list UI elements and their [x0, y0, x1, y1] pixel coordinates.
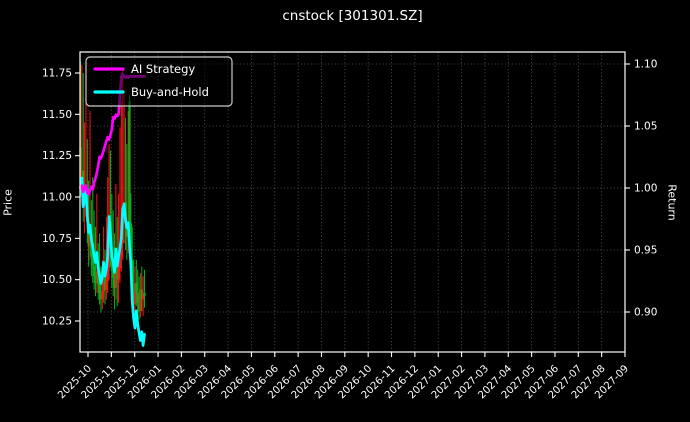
- candle-body: [102, 274, 105, 292]
- candle-body: [94, 276, 97, 283]
- left-tick-label: 11.75: [42, 68, 72, 80]
- left-tick-label: 10.50: [42, 274, 72, 286]
- candle-body: [137, 302, 141, 312]
- candle-body: [113, 278, 116, 288]
- right-tick-label: 1.10: [634, 59, 657, 71]
- candle-body: [101, 291, 104, 300]
- left-tick-label: 11.25: [42, 150, 72, 162]
- candle-body: [116, 259, 119, 280]
- candle-body: [106, 268, 109, 282]
- legend-label: AI Strategy: [131, 62, 195, 76]
- right-tick-label: 1.05: [634, 121, 657, 133]
- candle-body: [93, 266, 96, 277]
- candle-body: [88, 235, 92, 247]
- legend-label: Buy-and-Hold: [131, 85, 209, 99]
- candle-body: [139, 289, 142, 312]
- plot-border: [79, 51, 626, 353]
- candle-body: [114, 259, 118, 288]
- right-tick-label: 1.00: [634, 183, 657, 195]
- candle-body: [140, 289, 143, 300]
- chart-title: cnstock [301301.SZ]: [282, 8, 423, 24]
- candle-body: [120, 243, 123, 257]
- candle-body: [97, 271, 100, 285]
- candle-body: [143, 292, 146, 297]
- candle-body: [142, 292, 145, 300]
- candle-body: [135, 282, 138, 293]
- candle-body: [103, 274, 107, 290]
- candle-body: [128, 101, 131, 224]
- candle-body: [98, 284, 101, 293]
- candle-body: [95, 271, 98, 283]
- candle-body: [129, 223, 132, 260]
- right-tick-label: 0.95: [634, 245, 657, 257]
- left-tick-label: 11.50: [42, 109, 72, 121]
- candle-body: [125, 221, 128, 237]
- right-tick-label: 0.90: [634, 307, 657, 319]
- left-tick-label: 10.75: [42, 233, 72, 245]
- left-tick-label: 11.00: [42, 191, 72, 203]
- candle-body: [91, 256, 94, 267]
- candle-body: [132, 287, 135, 305]
- candle-body: [105, 281, 108, 290]
- candle-body: [118, 256, 122, 269]
- candle-body: [136, 292, 139, 303]
- candle-body: [87, 221, 90, 247]
- candle-body: [112, 271, 115, 279]
- candle-body: [99, 292, 103, 300]
- series-line-buy-and-hold: [79, 176, 146, 347]
- candle-body: [133, 282, 137, 305]
- candle-body: [117, 268, 120, 280]
- left-tick-label: 10.25: [42, 315, 72, 327]
